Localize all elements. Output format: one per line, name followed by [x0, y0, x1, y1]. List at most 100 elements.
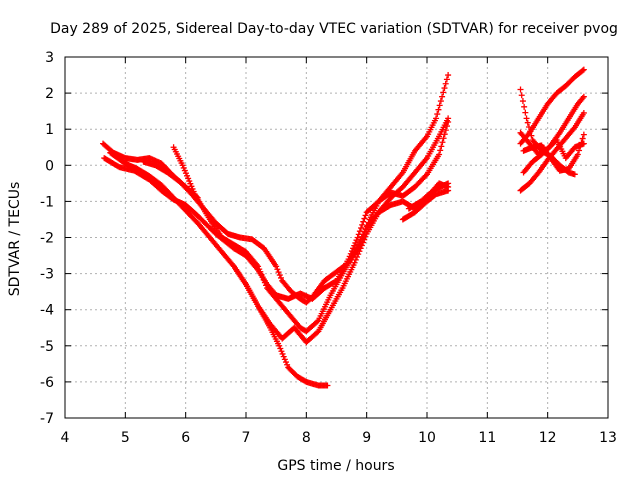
y-tick-label: -2 [40, 231, 54, 247]
data-point [579, 135, 586, 142]
data-point [284, 361, 291, 368]
data-point [519, 98, 526, 105]
y-tick-label: -7 [40, 411, 54, 427]
data-point [579, 67, 586, 74]
data-point [580, 131, 587, 138]
x-tick-label: 7 [242, 430, 251, 446]
data-point [445, 115, 452, 122]
data-point [443, 76, 450, 83]
data-point [576, 147, 583, 154]
data-point [351, 242, 358, 249]
data-point [314, 318, 321, 325]
grid [64, 56, 609, 419]
data-point [261, 279, 268, 286]
x-tick-label: 13 [599, 430, 617, 446]
data-point [262, 282, 269, 289]
y-tick-label: 0 [45, 158, 54, 174]
data-point [279, 350, 286, 357]
x-tick-label: 10 [418, 430, 436, 446]
data-point [439, 139, 446, 146]
x-tick-label: 9 [362, 430, 371, 446]
data-point [274, 266, 281, 273]
x-tick-label: 12 [539, 430, 557, 446]
data-point [256, 266, 263, 273]
x-tick-label: 4 [61, 430, 70, 446]
data-point [524, 119, 531, 126]
data-point [354, 234, 361, 241]
data-point [580, 66, 587, 73]
data-point [350, 245, 357, 252]
data-point [442, 80, 449, 87]
y-tick-label: -4 [40, 303, 54, 319]
data-point [259, 274, 266, 281]
x-tick-labels: 4 5 6 7 8 9 10 11 12 13 [61, 430, 617, 446]
data-point [253, 262, 260, 269]
data-point [437, 98, 444, 105]
data-point [439, 93, 446, 100]
y-tick-label: 1 [45, 122, 54, 138]
data-point [580, 109, 587, 116]
data-point [277, 345, 284, 352]
data-point [258, 271, 265, 278]
data-point [440, 89, 447, 96]
x-tick-label: 11 [478, 430, 496, 446]
data-point [359, 221, 366, 228]
y-tick-label: -1 [40, 194, 54, 210]
data-point [523, 115, 530, 122]
data-point [436, 151, 443, 158]
data-point [351, 259, 358, 266]
data-point [574, 151, 581, 158]
data-point [580, 140, 587, 147]
data-point [276, 272, 283, 279]
y-tick-label: -5 [40, 339, 54, 355]
x-tick-label: 8 [302, 430, 311, 446]
y-axis-label: SDTVAR / TECUs [7, 182, 23, 297]
y-tick-labels: -7 -6 -5 -4 -3 -2 -1 0 1 2 3 [40, 50, 54, 427]
x-axis-label: GPS time / hours [277, 458, 394, 474]
data-point [433, 115, 440, 122]
data-point [517, 86, 524, 93]
data-point [440, 135, 447, 142]
data-point [257, 268, 264, 275]
data-point [422, 172, 429, 179]
data-point [324, 382, 331, 389]
data-point [438, 143, 445, 150]
data-point [518, 92, 525, 99]
data-point [282, 359, 289, 366]
data-point [362, 212, 369, 219]
data-point [255, 263, 262, 270]
y-tick-label: -3 [40, 267, 54, 283]
data-point [276, 342, 283, 349]
data-point [580, 93, 587, 100]
data-point [358, 225, 365, 232]
data-point [275, 269, 282, 276]
y-tick-label: 3 [45, 50, 54, 66]
data-point [273, 263, 280, 270]
data-point [352, 256, 359, 263]
axis-ticks [64, 56, 609, 419]
data-point [435, 106, 442, 113]
x-tick-label: 6 [181, 430, 190, 446]
data-point [437, 147, 444, 154]
data-point [280, 353, 287, 360]
data-point [445, 180, 452, 187]
data-point [436, 102, 443, 109]
data-point [278, 348, 285, 355]
y-tick-label: 2 [45, 86, 54, 102]
data-point [445, 72, 452, 79]
x-tick-label: 5 [121, 430, 130, 446]
data-point [441, 85, 448, 92]
y-tick-label: -6 [40, 375, 54, 391]
data-point [522, 109, 529, 116]
data-point [277, 274, 284, 281]
data-point [521, 103, 528, 110]
data-point [260, 276, 267, 283]
data-point [361, 215, 368, 222]
chart-title: Day 289 of 2025, Sidereal Day-to-day VTE… [50, 21, 618, 37]
data-point [434, 111, 441, 118]
data-point [445, 187, 452, 194]
data-point [360, 218, 367, 225]
data-points [100, 66, 587, 389]
data-point [571, 171, 578, 178]
